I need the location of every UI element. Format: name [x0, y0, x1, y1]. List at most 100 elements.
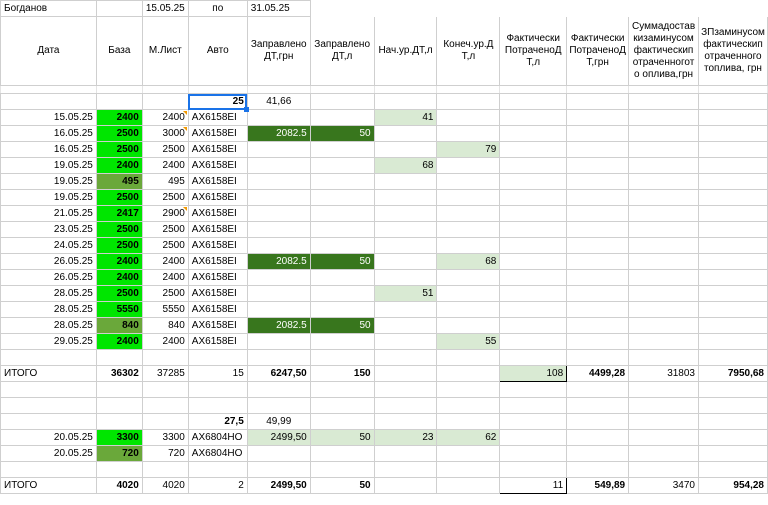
cell[interactable]: 19.05.25 — [0, 157, 97, 174]
cell[interactable] — [436, 477, 501, 494]
cell[interactable] — [373, 445, 438, 462]
cell[interactable] — [499, 205, 568, 222]
cell[interactable] — [628, 141, 699, 158]
cell[interactable] — [566, 141, 630, 158]
cell[interactable] — [628, 429, 699, 446]
cell[interactable] — [628, 269, 699, 286]
cell[interactable] — [373, 269, 438, 286]
cell[interactable]: 840 — [141, 317, 189, 334]
cell[interactable] — [566, 301, 630, 318]
cell[interactable] — [309, 205, 375, 222]
cell[interactable]: 68 — [373, 157, 438, 174]
cell[interactable] — [373, 349, 438, 366]
selection-fill-handle[interactable] — [244, 106, 250, 112]
cell[interactable] — [698, 237, 768, 254]
cell[interactable]: 2500 — [141, 141, 189, 158]
cell[interactable]: 4499,28 — [566, 365, 630, 382]
cell[interactable] — [95, 349, 143, 366]
cell[interactable] — [141, 93, 189, 110]
cell[interactable] — [141, 381, 189, 398]
cell[interactable] — [698, 397, 768, 414]
cell[interactable] — [141, 397, 189, 414]
cell[interactable] — [628, 157, 699, 174]
cell[interactable] — [566, 397, 630, 414]
cell[interactable] — [628, 333, 699, 350]
cell[interactable]: 50 — [309, 429, 375, 446]
cell[interactable] — [246, 269, 311, 286]
cell[interactable]: 2400 — [141, 109, 189, 126]
cell[interactable] — [310, 1, 374, 17]
cell[interactable] — [566, 253, 630, 270]
cell[interactable]: 19.05.25 — [0, 189, 97, 206]
cell[interactable] — [628, 173, 699, 190]
cell[interactable] — [373, 173, 438, 190]
cell[interactable] — [628, 301, 699, 318]
cell[interactable] — [309, 141, 375, 158]
cell[interactable] — [628, 205, 699, 222]
cell[interactable] — [141, 413, 189, 430]
cell[interactable] — [499, 125, 568, 142]
cell[interactable] — [698, 269, 768, 286]
cell[interactable]: 954,28 — [698, 477, 768, 494]
cell[interactable]: 108 — [499, 365, 568, 382]
cell[interactable] — [499, 85, 568, 94]
cell[interactable]: 3300 — [141, 429, 189, 446]
cell[interactable]: 29.05.25 — [0, 333, 97, 350]
cell[interactable]: AX6158EI — [187, 269, 248, 286]
cell[interactable] — [309, 157, 375, 174]
cell[interactable] — [499, 173, 568, 190]
cell[interactable] — [373, 205, 438, 222]
cell[interactable] — [309, 381, 375, 398]
cell[interactable] — [436, 461, 501, 478]
cell[interactable] — [436, 189, 501, 206]
cell[interactable]: Заправлено ДТ,л — [309, 16, 375, 86]
cell[interactable] — [246, 461, 311, 478]
cell[interactable] — [499, 317, 568, 334]
cell[interactable]: 62 — [436, 429, 501, 446]
cell[interactable] — [246, 333, 311, 350]
cell[interactable]: ЗПзаминусомфактическипотраченного топлив… — [698, 16, 768, 86]
cell[interactable]: 26.05.25 — [0, 253, 97, 270]
cell[interactable] — [246, 445, 311, 462]
cell[interactable] — [0, 381, 97, 398]
cell[interactable]: 2400 — [141, 269, 189, 286]
cell[interactable]: 2400 — [95, 109, 143, 126]
cell[interactable]: 27,5 — [187, 413, 248, 430]
cell[interactable] — [698, 85, 768, 94]
cell[interactable]: База — [95, 16, 143, 86]
cell[interactable]: 55 — [436, 333, 501, 350]
cell[interactable]: Нач.ур.ДТ,л — [373, 16, 438, 86]
cell[interactable] — [246, 221, 311, 238]
cell[interactable] — [436, 349, 501, 366]
cell[interactable] — [698, 285, 768, 302]
cell[interactable] — [309, 173, 375, 190]
cell[interactable]: 7950,68 — [698, 365, 768, 382]
cell[interactable] — [566, 109, 630, 126]
cell[interactable] — [309, 301, 375, 318]
cell[interactable] — [436, 221, 501, 238]
cell[interactable] — [436, 93, 501, 110]
cell[interactable]: 24.05.25 — [0, 237, 97, 254]
cell[interactable] — [373, 333, 438, 350]
cell[interactable] — [436, 237, 501, 254]
cell[interactable] — [628, 461, 699, 478]
cell[interactable]: AX6158EI — [187, 237, 248, 254]
cell[interactable]: Богданов — [0, 0, 97, 17]
cell[interactable]: по — [187, 0, 248, 17]
cell[interactable] — [499, 237, 568, 254]
cell[interactable] — [373, 253, 438, 270]
cell[interactable] — [698, 173, 768, 190]
cell[interactable]: 2500 — [141, 221, 189, 238]
cell[interactable] — [436, 445, 501, 462]
cell[interactable] — [628, 221, 699, 238]
cell[interactable] — [437, 1, 500, 17]
cell[interactable] — [698, 93, 768, 110]
cell[interactable] — [187, 461, 248, 478]
cell[interactable] — [499, 253, 568, 270]
cell[interactable] — [309, 109, 375, 126]
cell[interactable] — [698, 461, 768, 478]
cell[interactable] — [373, 477, 438, 494]
cell[interactable] — [628, 85, 699, 94]
cell[interactable] — [628, 445, 699, 462]
cell[interactable] — [499, 141, 568, 158]
